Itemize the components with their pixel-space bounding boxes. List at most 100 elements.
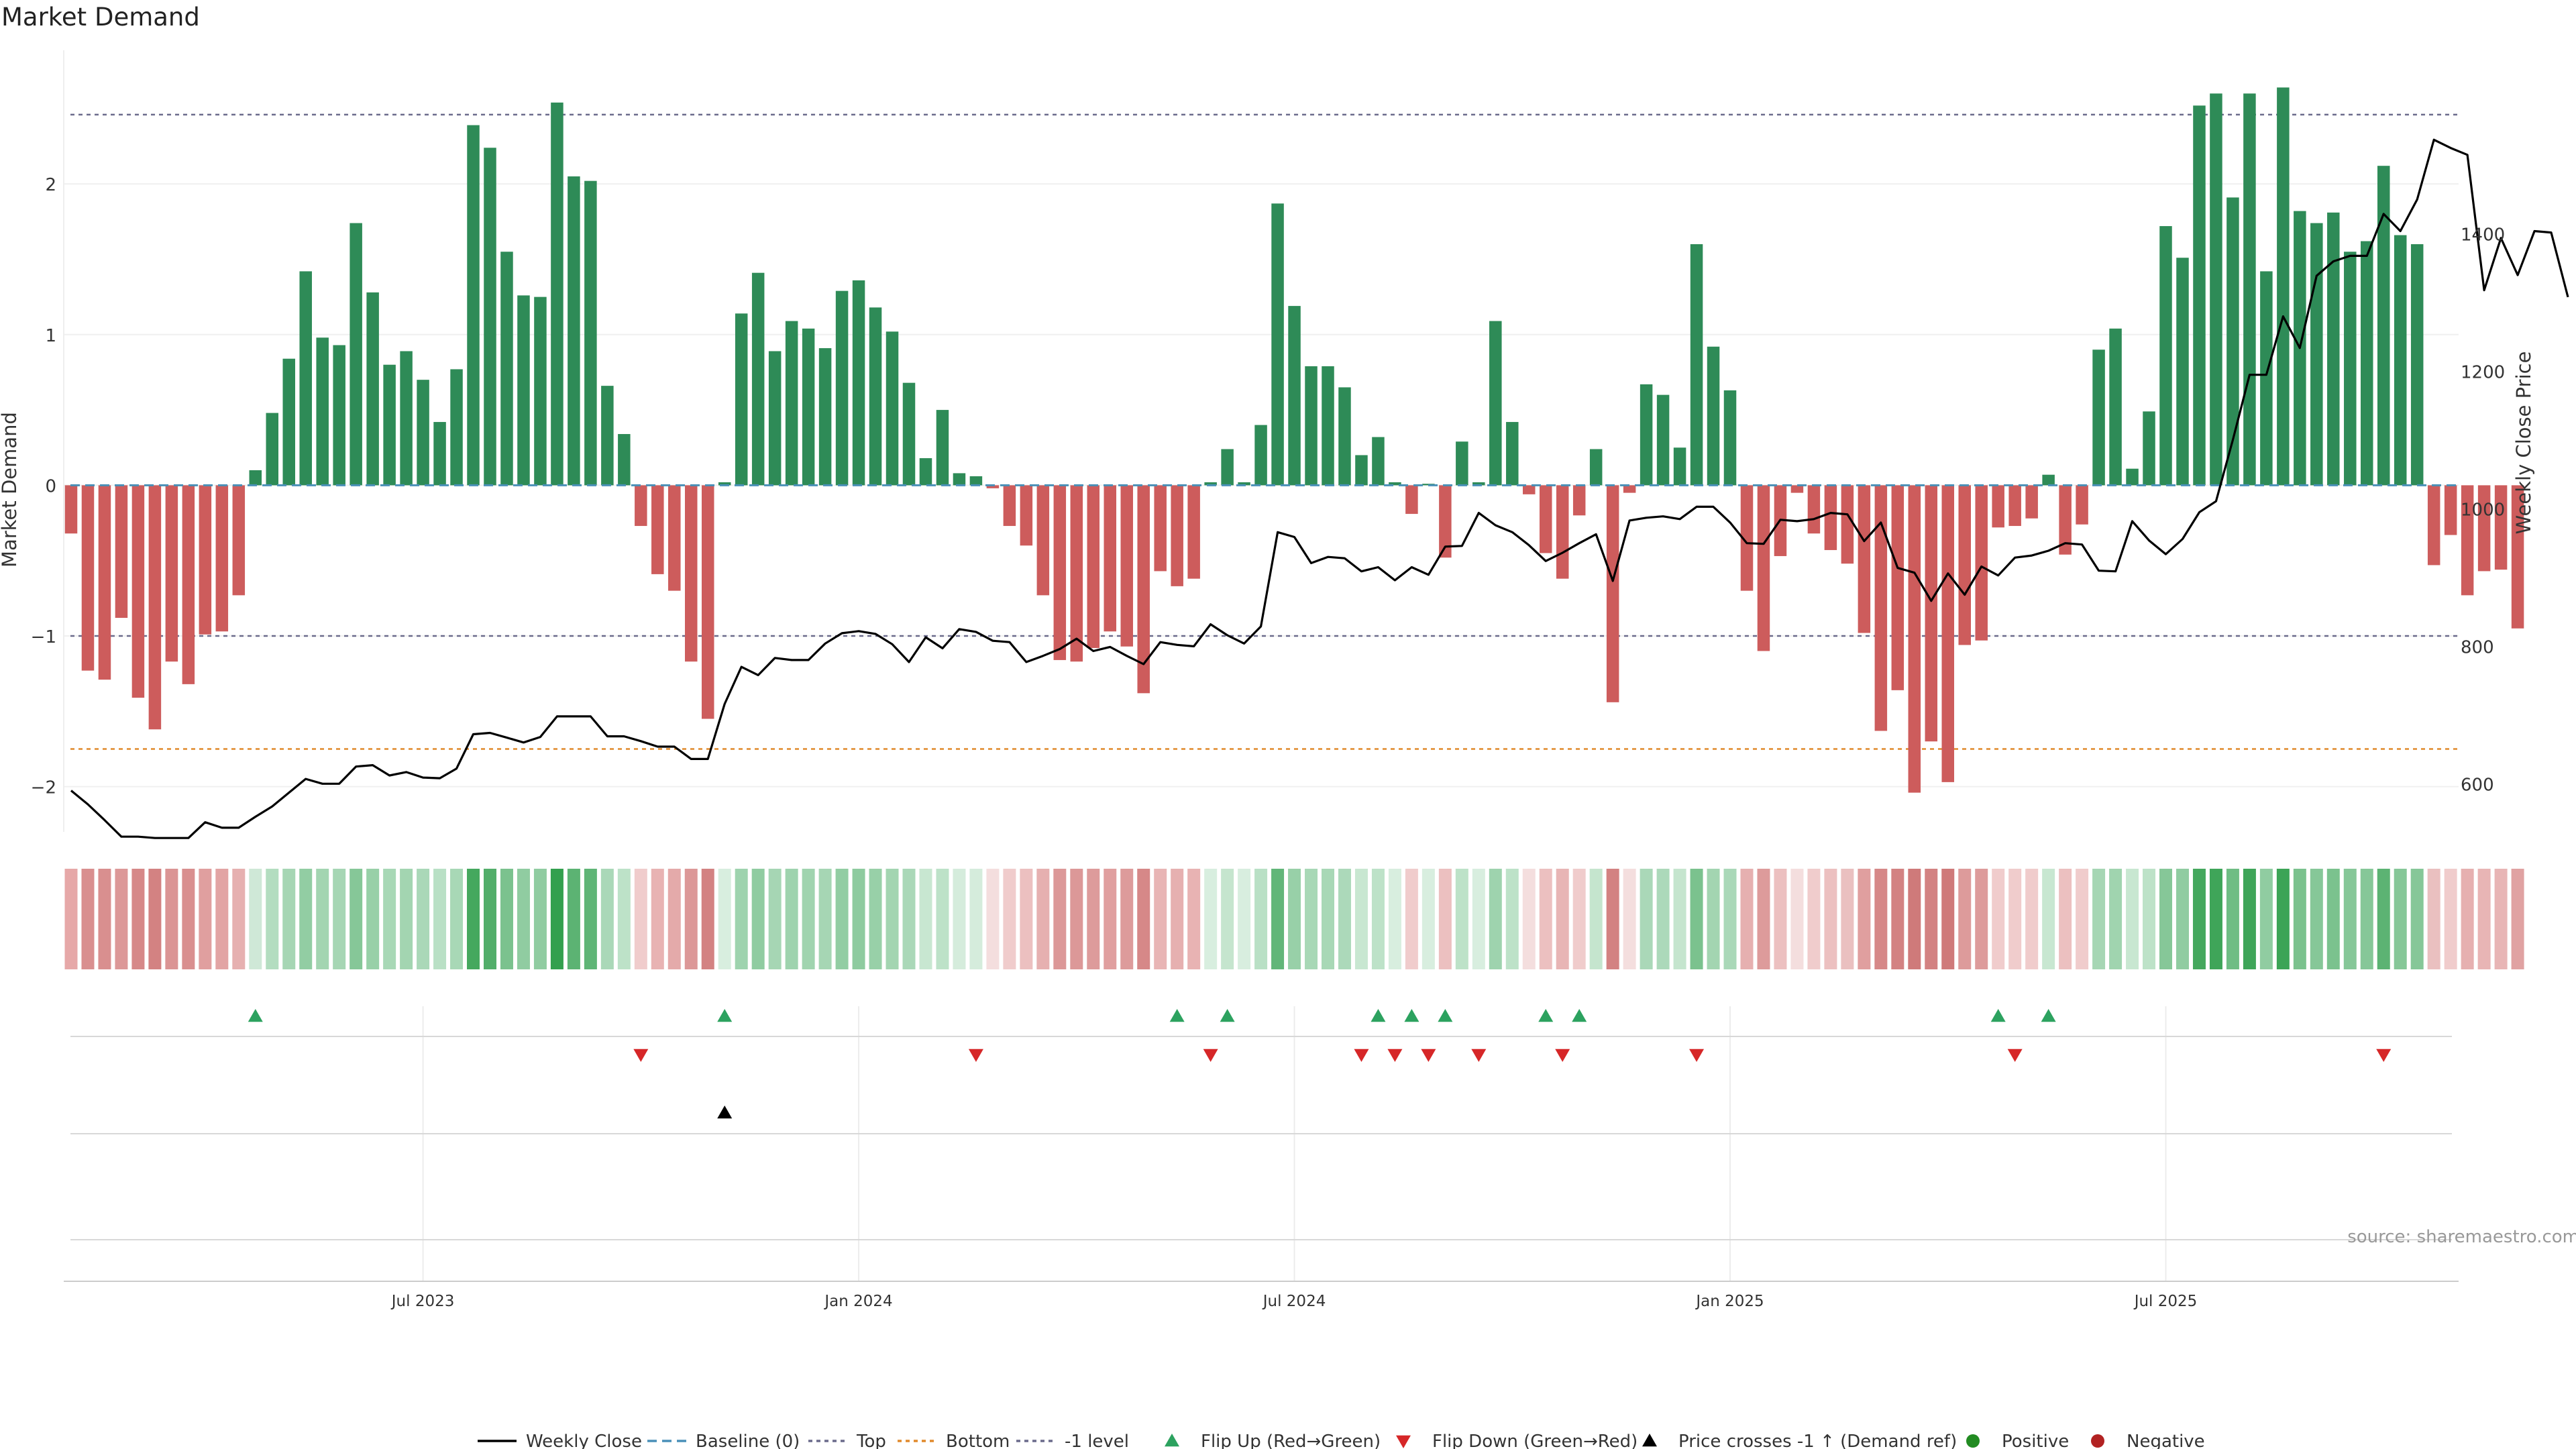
heat-cell — [182, 869, 195, 969]
heat-cell — [1656, 869, 1670, 969]
demand-bar — [1623, 485, 1636, 493]
demand-bar — [2025, 485, 2038, 519]
heat-cell — [115, 869, 128, 969]
heat-cell — [1070, 869, 1083, 969]
demand-bar — [1221, 449, 1234, 486]
demand-bar — [215, 485, 229, 632]
demand-bar — [718, 482, 731, 486]
flip-down-marker — [968, 1049, 983, 1062]
heat-cell — [2494, 869, 2508, 969]
demand-bar — [2361, 241, 2373, 486]
demand-bar — [635, 485, 647, 527]
heat-cell — [2343, 869, 2357, 969]
demand-bar — [1137, 485, 1150, 694]
demand-bar — [400, 351, 413, 486]
legend-swatch — [1966, 1434, 1980, 1448]
heat-cell — [299, 869, 313, 969]
demand-bar — [2277, 87, 2290, 486]
demand-bar — [618, 434, 631, 486]
demand-bar — [131, 485, 145, 698]
legend-item: Top — [808, 1432, 886, 1449]
demand-bar — [768, 351, 782, 486]
demand-bar — [417, 380, 429, 486]
heat-cell — [1455, 869, 1468, 969]
demand-bar — [500, 252, 513, 486]
demand-bar — [2410, 244, 2424, 486]
heat-cell — [751, 869, 765, 969]
heat-cell — [684, 869, 698, 969]
flip-up-marker — [248, 1009, 263, 1022]
event-rows — [70, 1009, 2452, 1240]
demand-bar — [2344, 252, 2357, 486]
heat-cell — [350, 869, 363, 969]
demand-bar — [1322, 366, 1334, 486]
demand-bar — [1439, 485, 1452, 558]
demand-bar — [1456, 441, 1468, 486]
y-tick-label: 0 — [45, 476, 56, 496]
demand-bar — [350, 223, 362, 486]
heat-cell — [1472, 869, 1485, 969]
demand-bar — [1723, 390, 1737, 486]
heat-cell — [282, 869, 296, 969]
heat-cell — [1020, 869, 1033, 969]
flip-down-marker — [2376, 1049, 2392, 1062]
heat-cell — [215, 869, 229, 969]
x-tick-label: Jul 2024 — [1262, 1293, 1326, 1310]
heat-cell — [1556, 869, 1569, 969]
heat-cell — [417, 869, 430, 969]
heat-cell — [1707, 869, 1720, 969]
demand-bar — [551, 102, 564, 486]
heat-cell — [2276, 869, 2290, 969]
heat-cell — [148, 869, 162, 969]
legend-item: Positive — [1966, 1432, 2069, 1449]
demand-bar — [1204, 482, 1217, 486]
demand-bar — [2176, 258, 2189, 486]
legend: Weekly Close Baseline (0) Top Bottom -1 leve… — [478, 1432, 2205, 1449]
heat-cell — [1623, 869, 1636, 969]
flip-up-marker — [1572, 1009, 1587, 1022]
heat-cell — [986, 869, 1000, 969]
heat-cell — [2176, 869, 2189, 969]
heat-cell — [1790, 869, 1804, 969]
demand-bar — [1338, 387, 1351, 486]
heat-cell — [400, 869, 413, 969]
y2-tick-label: 1400 — [2461, 225, 2505, 246]
heat-cell — [1925, 869, 1938, 969]
demand-bar — [1288, 306, 1301, 486]
demand-bar — [1305, 366, 1318, 486]
y-tick-label: −2 — [31, 778, 56, 798]
demand-bar — [2210, 93, 2222, 486]
heat-cell — [2394, 869, 2407, 969]
heat-cell — [467, 869, 480, 969]
demand-bar — [1171, 485, 1183, 586]
demand-bar — [316, 337, 329, 486]
heat-cell — [81, 869, 95, 969]
heat-cell — [919, 869, 932, 969]
demand-bar — [2327, 212, 2340, 486]
heat-cell — [651, 869, 664, 969]
x-tick-label: Jan 2025 — [1695, 1293, 1764, 1310]
demand-bar — [2444, 485, 2457, 535]
heat-cell — [667, 869, 681, 969]
demand-bar — [953, 473, 966, 486]
demand-bar — [2126, 468, 2139, 486]
flip-down-marker — [1689, 1049, 1705, 1062]
heat-cell — [567, 869, 580, 969]
heat-cell — [1841, 869, 1854, 969]
heat-cell — [366, 869, 380, 969]
heat-cell — [2025, 869, 2039, 969]
heat-cell — [1288, 869, 1301, 969]
heat-cell — [584, 869, 597, 969]
flip-down-marker — [1354, 1049, 1369, 1062]
demand-bar — [1925, 485, 1938, 742]
demand-bar — [2076, 485, 2088, 525]
heat-cell — [785, 869, 798, 969]
heat-cell — [1774, 869, 1787, 969]
heat-cell — [1690, 869, 1703, 969]
legend-item: Flip Down (Green→Red) — [1396, 1432, 1638, 1449]
legend-swatch — [2091, 1434, 2104, 1448]
demand-bar — [1405, 485, 1418, 515]
heat-cell — [902, 869, 916, 969]
heat-cell — [1221, 869, 1234, 969]
